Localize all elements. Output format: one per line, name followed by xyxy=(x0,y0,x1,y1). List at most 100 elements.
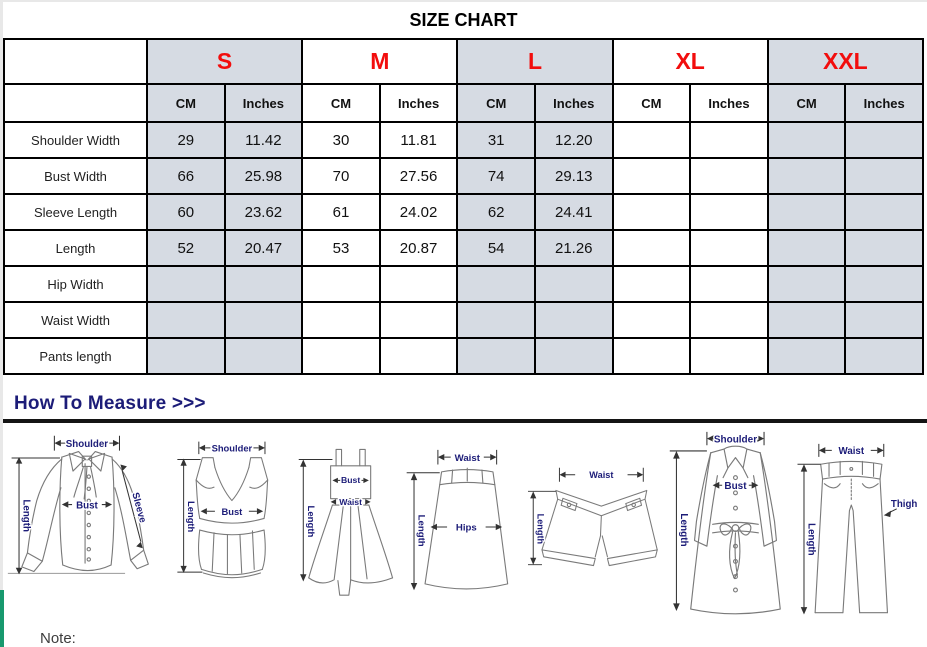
cell: 20.87 xyxy=(378,229,459,267)
corner-cell xyxy=(3,83,148,123)
size-header-s: S xyxy=(145,38,304,85)
garment-outline xyxy=(307,448,393,596)
note-label: Note: xyxy=(40,630,76,647)
measure-label: Waist xyxy=(838,446,864,457)
unit-header: Inches xyxy=(689,83,769,123)
cell: 66 xyxy=(146,157,226,195)
coat-diagram-icon: Shoulder Length Bust xyxy=(669,431,781,615)
measure-label: Bust xyxy=(725,481,748,492)
size-header-xl: XL xyxy=(611,38,769,85)
unit-header: CM xyxy=(146,83,226,123)
garment-outline xyxy=(690,445,781,615)
measure-label: Hips xyxy=(456,523,477,534)
measure-label: Waist xyxy=(455,453,481,464)
cell xyxy=(456,265,536,303)
measure-label: Waist xyxy=(590,470,614,480)
measure-diagrams-row: Shoulder Length Bust Sleeve xyxy=(6,430,919,638)
cell xyxy=(378,301,459,339)
tank-top-diagram-icon: Shoulder Length Bust xyxy=(177,441,269,579)
unit-header-row: CM Inches CM Inches CM Inches CM Inches … xyxy=(3,83,924,123)
row-label: Pants length xyxy=(3,337,148,375)
blouse-diagram-icon: Shoulder Length Bust Sleeve xyxy=(7,435,149,575)
page-left-edge xyxy=(0,0,3,647)
dress-diagram-icon: Bust Waist Length xyxy=(298,448,393,596)
row-label: Length xyxy=(3,229,148,267)
dimension-arrows xyxy=(797,443,897,615)
unit-header: Inches xyxy=(223,83,304,123)
cell: 23.62 xyxy=(223,193,304,231)
cell xyxy=(301,301,381,339)
cell xyxy=(611,193,692,231)
row-label: Waist Width xyxy=(3,301,148,339)
measure-label: Length xyxy=(536,514,546,545)
cell: 74 xyxy=(456,157,536,195)
cell: 52 xyxy=(146,229,226,267)
pants-diagram-icon: Waist Length Thigh xyxy=(797,443,919,615)
skirt-diagram-icon: Waist Length Hips xyxy=(407,449,509,591)
size-header-m: M xyxy=(301,38,459,85)
cell xyxy=(611,121,692,159)
cell xyxy=(611,337,692,375)
cell xyxy=(844,301,924,339)
cell: 31 xyxy=(456,121,536,159)
measure-label: Bust xyxy=(76,500,98,511)
cell: 30 xyxy=(301,121,381,159)
cell: 20.47 xyxy=(223,229,304,267)
cell xyxy=(844,121,924,159)
cell xyxy=(766,229,847,267)
cell xyxy=(766,301,847,339)
cell xyxy=(689,265,769,303)
cell xyxy=(766,265,847,303)
cell xyxy=(689,157,769,195)
measure-label: Bust xyxy=(221,507,242,517)
measure-label: Thigh xyxy=(891,499,918,510)
measure-label: Length xyxy=(678,513,689,546)
unit-header: Inches xyxy=(378,83,459,123)
cell: 11.42 xyxy=(223,121,304,159)
measure-label: Length xyxy=(21,499,32,532)
cell xyxy=(301,337,381,375)
green-edge-strip xyxy=(0,590,4,647)
dimension-arrows xyxy=(7,435,143,575)
page-top-edge xyxy=(0,0,927,2)
shorts-diagram-icon: Waist Length xyxy=(528,467,659,567)
measure-label: Shoulder xyxy=(66,439,108,450)
cell: 21.26 xyxy=(533,229,614,267)
dimension-arrows xyxy=(298,458,371,582)
cell xyxy=(301,265,381,303)
garment-outline xyxy=(195,457,269,579)
section-divider-rule xyxy=(3,419,927,423)
measure-label: Shoulder xyxy=(714,434,757,445)
garment-outline xyxy=(424,467,509,590)
table-row-bust-width: Bust Width 66 25.98 70 27.56 74 29.13 xyxy=(3,157,924,195)
cell: 24.02 xyxy=(378,193,459,231)
cell xyxy=(844,193,924,231)
cell xyxy=(456,337,536,375)
cell: 60 xyxy=(146,193,226,231)
cell xyxy=(533,337,614,375)
dimension-arrows xyxy=(528,467,645,566)
dimension-arrows xyxy=(407,449,503,591)
unit-header: CM xyxy=(456,83,536,123)
size-header-l: L xyxy=(456,38,614,85)
unit-header: Inches xyxy=(533,83,614,123)
table-row-hip-width: Hip Width xyxy=(3,265,924,303)
cell: 54 xyxy=(456,229,536,267)
cell xyxy=(844,229,924,267)
cell xyxy=(533,265,614,303)
unit-header: CM xyxy=(301,83,381,123)
cell xyxy=(689,229,769,267)
table-row-waist-width: Waist Width xyxy=(3,301,924,339)
cell xyxy=(223,301,304,339)
cell xyxy=(611,301,692,339)
page-title: SIZE CHART xyxy=(409,10,518,30)
cell xyxy=(223,265,304,303)
row-label: Bust Width xyxy=(3,157,148,195)
cell xyxy=(456,301,536,339)
cell xyxy=(844,265,924,303)
cell xyxy=(611,265,692,303)
cell: 70 xyxy=(301,157,381,195)
table-row-sleeve-length: Sleeve Length 60 23.62 61 24.02 62 24.41 xyxy=(3,193,924,231)
cell xyxy=(611,229,692,267)
cell xyxy=(146,301,226,339)
